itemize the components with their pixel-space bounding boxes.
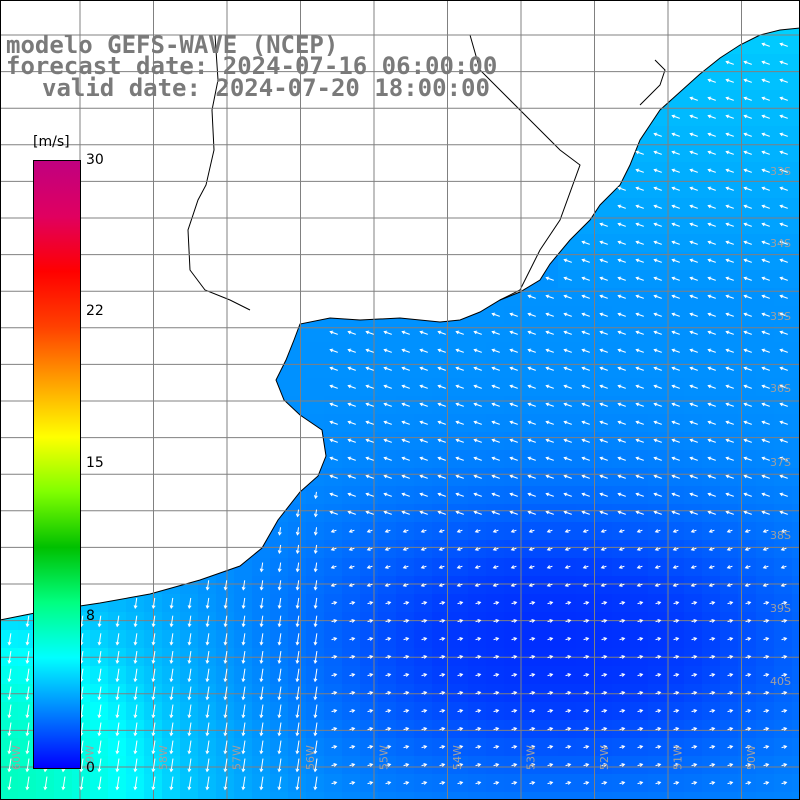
colorbar-tick-8: 8 — [86, 608, 95, 624]
border-line — [639, 59, 666, 106]
colorbar — [33, 160, 81, 769]
lon-label: 59W — [84, 745, 97, 770]
lat-label: 37S — [770, 456, 791, 469]
lat-label: 34S — [770, 237, 791, 250]
lon-label: 50W — [745, 745, 758, 770]
lat-label: 36S — [770, 382, 791, 395]
valid-date: valid date: 2024-07-20 18:00:00 — [42, 74, 490, 102]
coastline — [0, 27, 800, 621]
lon-label: 58W — [157, 745, 170, 770]
border-line — [187, 34, 251, 311]
lat-label: 39S — [770, 602, 791, 615]
colorbar-unit: [m/s] — [33, 134, 70, 150]
lat-label: 33S — [770, 165, 791, 178]
lon-label: 55W — [378, 745, 391, 770]
land-mass — [0, 0, 800, 620]
border-line — [469, 34, 581, 301]
lon-label: 52W — [598, 745, 611, 770]
colorbar-tick-0: 0 — [86, 760, 95, 776]
lon-label: 53W — [525, 745, 538, 770]
forecast-date: forecast date: 2024-07-16 06:00:00 — [6, 52, 498, 80]
wind-arrows — [7, 42, 788, 791]
lat-label: 40S — [770, 675, 791, 688]
lon-label: 56W — [304, 745, 317, 770]
colorbar-tick-30: 30 — [86, 152, 104, 168]
model-title: modelo GEFS-WAVE (NCEP) — [6, 31, 339, 59]
lon-label: 60W — [10, 745, 23, 770]
lat-label: 38S — [770, 529, 791, 542]
lat-label: 35S — [770, 310, 791, 323]
colorbar-tick-22: 22 — [86, 303, 104, 319]
lon-label: 51W — [672, 745, 685, 770]
colorbar-tick-15: 15 — [86, 455, 104, 471]
lon-label: 57W — [231, 745, 244, 770]
lon-label: 54W — [451, 745, 464, 770]
